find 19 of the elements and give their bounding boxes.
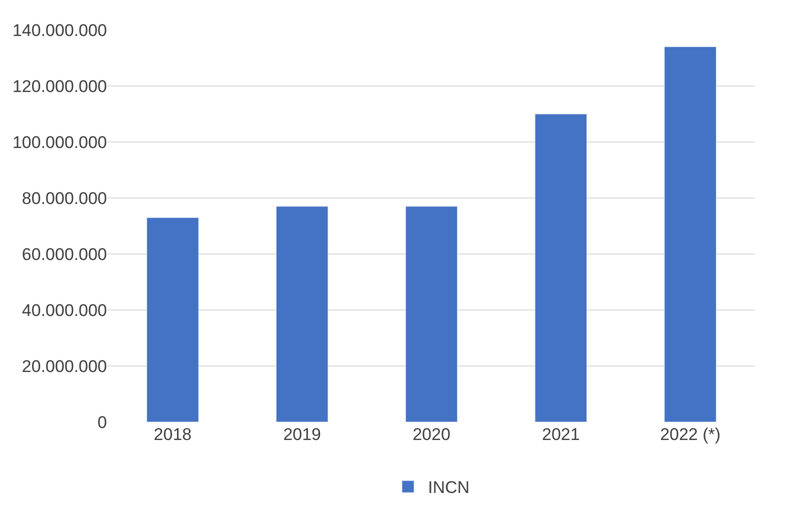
y-tick-label: 120.000.000: [12, 76, 107, 96]
legend-label: INCN: [428, 478, 470, 498]
bar: [534, 114, 588, 422]
y-tick-label: 100.000.000: [12, 132, 107, 152]
y-tick-label: 80.000.000: [22, 188, 107, 208]
bar: [405, 206, 458, 422]
x-tick-label: 2022 (*): [660, 425, 721, 444]
x-tick-label: 2021: [542, 425, 580, 444]
y-tick-label: 0: [98, 412, 107, 432]
x-tick-label: 2018: [154, 425, 192, 444]
y-tick-label: 20.000.000: [22, 356, 107, 376]
y-tick-label: 40.000.000: [22, 300, 107, 320]
bar: [276, 206, 328, 422]
x-tick-label: 2020: [412, 425, 450, 444]
bar: [146, 217, 199, 422]
x-tick-label: 2019: [283, 425, 322, 444]
y-tick-label: 60.000.000: [22, 244, 107, 264]
y-tick-label: 140.000.000: [12, 20, 107, 40]
bar: [664, 46, 716, 422]
